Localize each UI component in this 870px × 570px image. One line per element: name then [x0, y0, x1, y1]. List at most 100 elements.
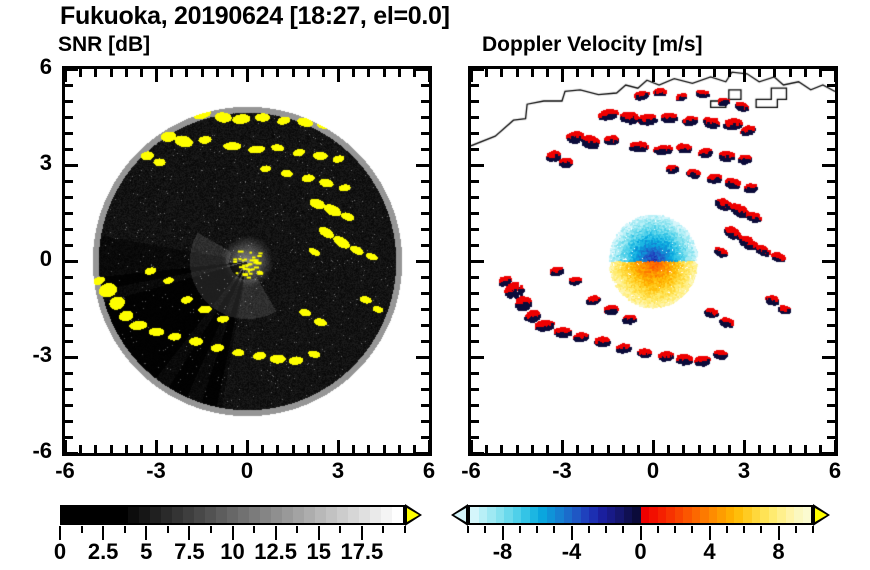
doppler-colorbar-gradient — [468, 505, 813, 525]
doppler-plot-axes — [468, 66, 838, 456]
snr-colorbar-tick — [404, 526, 406, 533]
doppler-colorbar-tick — [674, 526, 676, 533]
doppler-colorbar-tick — [622, 526, 625, 533]
doppler-colorbar-cell-7 — [529, 507, 539, 523]
snr-colorbar-label-5: 12.5 — [254, 539, 298, 564]
snr-colorbar-cell-14 — [216, 507, 227, 523]
doppler-colorbar-cell-2 — [487, 507, 496, 523]
doppler-colorbar-tick — [725, 526, 728, 533]
doppler-colorbar-tick — [484, 526, 487, 533]
doppler-colorbar-cell-29 — [717, 507, 726, 523]
xtick-label-snr-4: 6 — [422, 458, 436, 483]
snr-colorbar-over-arrow — [405, 504, 422, 526]
xtick-label-doppler-2: 0 — [646, 458, 660, 483]
doppler-colorbar-tick — [587, 526, 590, 533]
doppler-colorbar-cell-35 — [768, 507, 778, 523]
snr-colorbar-cell-16 — [238, 507, 249, 523]
snr-colorbar-cell-27 — [359, 507, 370, 523]
doppler-colorbar-cell-5 — [512, 507, 522, 523]
snr-colorbar-tick — [296, 526, 299, 533]
ytick-label-snr-2: 0 — [39, 246, 52, 271]
doppler-colorbar-tick — [518, 526, 521, 533]
doppler-colorbar-cell-9 — [546, 507, 556, 523]
snr-colorbar-cell-28 — [370, 507, 381, 523]
doppler-plot-area — [471, 69, 835, 453]
snr-colorbar-tick — [339, 526, 342, 533]
doppler-colorbar-cell-22 — [657, 507, 667, 523]
snr-colorbar-tick — [59, 526, 61, 540]
doppler-colorbar-cell-18 — [623, 507, 633, 523]
doppler-colorbar-under-arrow — [451, 504, 468, 526]
snr-colorbar-cell-9 — [161, 507, 172, 523]
doppler-colorbar-cell-32 — [743, 507, 752, 523]
doppler-colorbar-cell-4 — [504, 507, 513, 523]
doppler-colorbar-cell-27 — [700, 507, 709, 523]
snr-colorbar-cell-15 — [227, 507, 238, 523]
snr-colorbar-cell-10 — [172, 507, 183, 523]
xtick-label-doppler-0: -6 — [461, 458, 481, 483]
snr-colorbar-cell-30 — [392, 507, 403, 523]
doppler-colorbar-tick — [794, 526, 797, 533]
snr-colorbar-label-3: 7.5 — [174, 539, 205, 564]
snr-colorbar-cell-19 — [271, 507, 282, 523]
snr-ppi-canvas — [65, 69, 429, 453]
snr-colorbar-label-2: 5 — [140, 539, 153, 564]
doppler-colorbar-tick — [570, 526, 573, 540]
doppler-colorbar-cell-3 — [495, 507, 505, 523]
snr-colorbar-label-7: 17.5 — [340, 539, 384, 564]
doppler-colorbar-cell-37 — [785, 507, 795, 523]
doppler-colorbar-label-1: -4 — [561, 539, 582, 564]
doppler-colorbar-cell-12 — [572, 507, 581, 523]
snr-colorbar-cell-21 — [293, 507, 304, 523]
xtick-label-doppler-1: -3 — [552, 458, 572, 483]
xtick-label-snr-1: -3 — [146, 458, 166, 483]
snr-colorbar-tick — [188, 526, 191, 540]
snr-colorbar-cell-23 — [315, 507, 326, 523]
doppler-colorbar — [451, 504, 830, 526]
doppler-colorbar-cell-10 — [555, 507, 564, 523]
snr-colorbar-tick — [382, 526, 385, 533]
snr-colorbar — [60, 504, 422, 526]
doppler-colorbar-cell-23 — [666, 507, 675, 523]
doppler-colorbar-tick — [760, 526, 763, 533]
snr-colorbar-cell-22 — [304, 507, 315, 523]
doppler-colorbar-tick — [501, 526, 504, 540]
doppler-colorbar-label-4: 8 — [772, 539, 785, 564]
snr-colorbar-label-1: 2.5 — [87, 539, 119, 564]
snr-colorbar-tick — [274, 526, 277, 540]
doppler-colorbar-cell-28 — [708, 507, 718, 523]
doppler-colorbar-cell-20 — [640, 507, 650, 523]
doppler-colorbar-cell-14 — [589, 507, 598, 523]
doppler-colorbar-label-2: 0 — [634, 539, 647, 564]
xtick-label-snr-0: -6 — [55, 458, 75, 483]
doppler-colorbar-cell-33 — [751, 507, 761, 523]
doppler-colorbar-tick — [777, 526, 780, 540]
snr-colorbar-cell-2 — [84, 507, 95, 523]
snr-colorbar-tick — [360, 526, 363, 540]
doppler-colorbar-tick — [639, 526, 642, 540]
xtick-label-snr-2: 0 — [240, 458, 254, 483]
snr-colorbar-cell-26 — [348, 507, 359, 523]
doppler-colorbar-cell-30 — [725, 507, 735, 523]
doppler-colorbar-tick — [708, 526, 711, 540]
doppler-colorbar-cell-15 — [597, 507, 607, 523]
doppler-colorbar-label-3: 4 — [703, 539, 716, 564]
doppler-colorbar-label-0: -8 — [492, 539, 513, 564]
doppler-colorbar-cell-24 — [674, 507, 684, 523]
doppler-ppi-canvas — [471, 69, 835, 453]
snr-colorbar-tick — [209, 526, 212, 533]
ytick-label-snr-1: 3 — [39, 150, 52, 175]
doppler-colorbar-cell-11 — [563, 507, 573, 523]
panel-title-doppler: Doppler Velocity [m/s] — [482, 33, 703, 56]
doppler-colorbar-cell-31 — [734, 507, 743, 523]
snr-colorbar-cell-17 — [249, 507, 260, 523]
snr-colorbar-cell-8 — [150, 507, 161, 523]
doppler-colorbar-cell-25 — [683, 507, 692, 523]
snr-colorbar-cell-12 — [194, 507, 205, 523]
snr-colorbar-tick — [123, 526, 126, 533]
snr-colorbar-cell-5 — [117, 507, 128, 523]
snr-colorbar-cell-24 — [326, 507, 337, 523]
doppler-colorbar-tick — [691, 526, 694, 533]
doppler-colorbar-tick — [656, 526, 659, 533]
